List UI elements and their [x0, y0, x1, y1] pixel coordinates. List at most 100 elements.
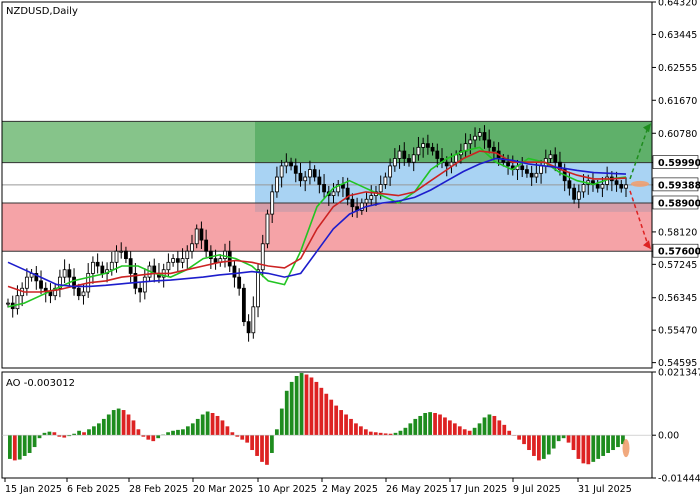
- price-tick-label: 0.56345: [658, 293, 697, 304]
- date-tick-label: 15 Jan 2025: [5, 484, 62, 495]
- ao-bar: [497, 420, 502, 436]
- candle-body: [492, 146, 496, 152]
- ao-bar: [398, 430, 403, 436]
- candle-body: [421, 143, 426, 148]
- candle-body: [62, 269, 67, 278]
- ao-bar: [181, 429, 185, 436]
- ao-bar: [477, 423, 482, 436]
- ao-bar: [556, 435, 561, 442]
- candle-body: [246, 321, 251, 334]
- candle-body: [213, 258, 218, 263]
- candle-body: [34, 273, 39, 282]
- ao-bar: [388, 433, 393, 436]
- ao-bar: [546, 435, 551, 455]
- candle-body: [95, 261, 100, 267]
- ao-bar: [27, 435, 32, 453]
- ao-bar: [151, 435, 156, 442]
- ao-bar: [487, 414, 492, 436]
- candle-body: [109, 261, 114, 271]
- ao-bar: [87, 429, 91, 436]
- candle-body: [388, 165, 393, 178]
- ao-bar: [368, 431, 373, 436]
- forecast-up-arrowhead: [643, 123, 651, 133]
- ao-bar: [383, 433, 388, 436]
- ao-bar: [324, 393, 329, 436]
- ao-bar: [532, 435, 536, 456]
- ao-bar: [47, 431, 52, 436]
- ao-bar: [171, 430, 175, 436]
- price-tick-label: 0.63445: [658, 30, 697, 41]
- ao-bar: [611, 435, 615, 451]
- ao-bar: [319, 387, 324, 436]
- candle-body: [322, 184, 326, 193]
- candle-body: [402, 150, 407, 159]
- candle-body: [24, 276, 29, 289]
- price-tick-label: 0.54595: [658, 358, 697, 369]
- candle-body: [308, 169, 312, 178]
- candle-body: [539, 165, 543, 174]
- price-label-box: [652, 195, 699, 210]
- ao-bar: [502, 424, 507, 436]
- ao-bar: [8, 435, 12, 459]
- ao-bar: [136, 429, 141, 436]
- candle-body: [204, 239, 209, 252]
- ao-bar: [492, 415, 497, 436]
- ao-bar: [190, 423, 195, 436]
- date-tick-label: 9 Jul 2025: [513, 484, 561, 495]
- candle-body: [369, 195, 374, 200]
- ao-bar: [541, 435, 546, 459]
- ao-histogram: [2, 373, 652, 465]
- ma-line-blue: [7, 157, 627, 288]
- ao-bar: [527, 435, 531, 451]
- candle-body: [279, 165, 284, 178]
- ao-bar: [131, 420, 136, 436]
- ao-bar: [309, 377, 314, 436]
- candle-body: [67, 269, 72, 278]
- ao-bar: [195, 418, 200, 436]
- ao-bar: [220, 420, 225, 436]
- ao-label: AO -0.003012: [6, 378, 75, 389]
- candle-body: [529, 172, 534, 178]
- ao-bar: [339, 410, 343, 436]
- candle-body: [572, 187, 577, 200]
- candle-body: [208, 250, 213, 260]
- ao-bar: [32, 435, 37, 448]
- candle-body: [407, 158, 411, 163]
- candle-body: [142, 276, 147, 293]
- ao-bar: [586, 435, 591, 465]
- ao-bar: [596, 435, 601, 459]
- ao-bar: [452, 423, 457, 436]
- candle-body: [100, 265, 105, 274]
- candle-body: [430, 146, 435, 152]
- candle-body: [138, 287, 142, 293]
- ao-axis: 0.021347 0.00 -0.014448: [652, 368, 700, 485]
- candle-body: [506, 161, 510, 167]
- ao-bar: [12, 435, 17, 461]
- ao-bar: [571, 435, 576, 451]
- candle-body: [416, 146, 421, 156]
- ao-bar: [245, 435, 250, 443]
- ao-bar: [77, 430, 81, 436]
- candle-body: [444, 161, 449, 167]
- candle-body: [81, 291, 86, 297]
- price-tick-label: 0.58900: [658, 198, 700, 209]
- candle-body: [567, 180, 572, 189]
- ao-bar: [551, 435, 556, 449]
- ao-bar: [96, 423, 101, 436]
- candle-body: [232, 265, 237, 278]
- candle-body: [293, 165, 298, 174]
- ao-bar: [141, 435, 146, 437]
- ao-bar: [72, 433, 77, 436]
- date-tick-label: 10 Apr 2025: [258, 484, 317, 495]
- price-tick-label: 0.57245: [658, 260, 697, 271]
- candle-body: [15, 295, 20, 310]
- ao-bar: [566, 435, 571, 443]
- ao-bar: [329, 399, 334, 436]
- candle-body: [482, 132, 487, 141]
- ao-bar: [467, 430, 472, 436]
- candle-body: [6, 302, 10, 305]
- ao-bar: [215, 415, 220, 436]
- candle-body: [312, 169, 317, 178]
- candle-body: [477, 132, 482, 137]
- ao-bar: [314, 381, 319, 436]
